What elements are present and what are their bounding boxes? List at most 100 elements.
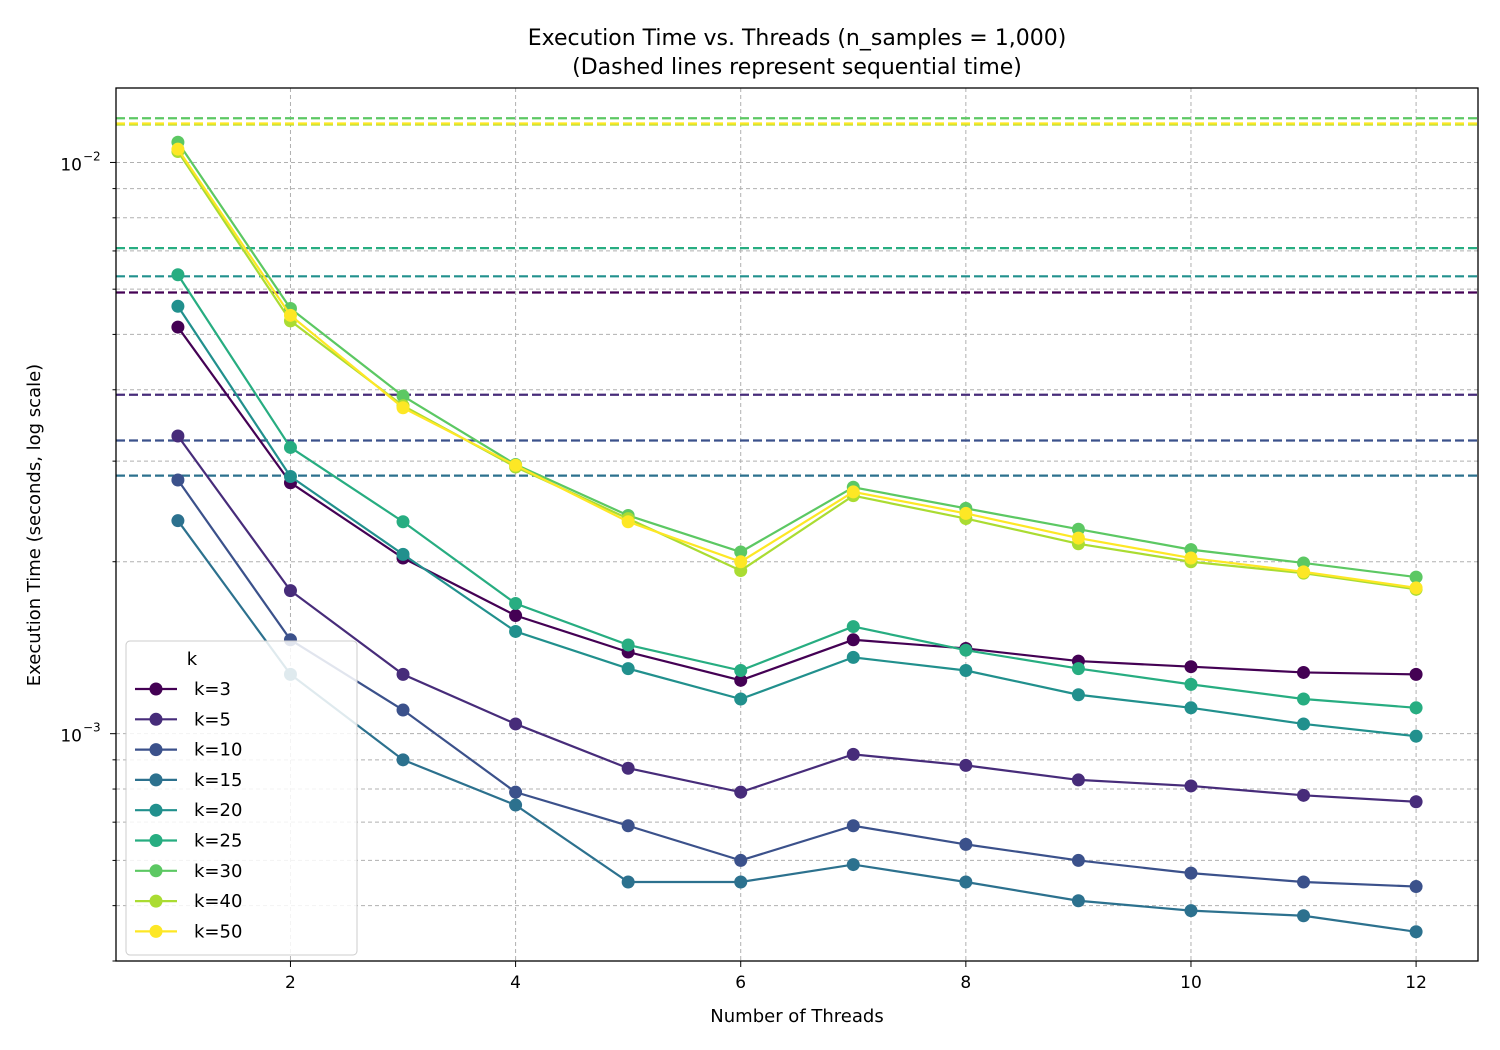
legend-marker-k=5 xyxy=(149,712,163,726)
data-point-k=25 xyxy=(171,268,185,282)
data-point-k=25 xyxy=(1184,677,1198,691)
data-point-k=10 xyxy=(734,853,748,867)
data-point-k=5 xyxy=(1071,773,1085,787)
data-point-k=10 xyxy=(171,473,185,487)
y-tick-label: 10 −3 xyxy=(60,721,100,747)
data-point-k=25 xyxy=(621,638,635,652)
data-point-k=20 xyxy=(846,650,860,664)
data-point-k=25 xyxy=(1409,701,1423,715)
data-point-k=3 xyxy=(1409,667,1423,681)
data-point-k=15 xyxy=(171,514,185,528)
data-point-k=3 xyxy=(1297,665,1311,679)
data-point-k=50 xyxy=(509,458,523,472)
series-line-k=30 xyxy=(176,141,1417,579)
data-point-k=5 xyxy=(734,785,748,799)
data-point-k=50 xyxy=(171,142,185,156)
x-tick-label: 2 xyxy=(285,973,296,993)
data-point-k=15 xyxy=(1071,894,1085,908)
data-point-k=3 xyxy=(734,673,748,687)
data-point-k=25 xyxy=(396,515,410,529)
legend-marker-k=40 xyxy=(149,894,163,908)
data-point-k=10 xyxy=(509,785,523,799)
series-line-k=10 xyxy=(177,479,1417,888)
data-point-k=15 xyxy=(509,798,523,812)
data-point-k=10 xyxy=(959,837,973,851)
data-point-k=5 xyxy=(959,758,973,772)
data-point-k=3 xyxy=(171,320,185,334)
data-point-k=5 xyxy=(283,584,297,598)
data-point-k=3 xyxy=(846,633,860,647)
legend-label: k=25 xyxy=(194,831,242,852)
data-point-k=20 xyxy=(959,664,973,678)
legend-label: k=3 xyxy=(194,679,231,700)
plot-frame xyxy=(115,87,1479,962)
y-axis-label: Execution Time (seconds, log scale) xyxy=(24,364,45,686)
chart-subtitle: (Dashed lines represent sequential time) xyxy=(572,55,1022,80)
legend-marker-k=20 xyxy=(149,803,163,817)
data-point-k=20 xyxy=(734,692,748,706)
data-point-k=10 xyxy=(1297,875,1311,889)
series-line-k=40 xyxy=(176,150,1417,591)
data-point-k=15 xyxy=(396,753,410,767)
legend-label: k=15 xyxy=(194,770,242,791)
data-point-k=20 xyxy=(171,299,185,313)
legend: k k=3 k=5 k=10 k=15 k=20 k=25 k=30 k=40 k=50 xyxy=(125,640,358,956)
data-point-k=5 xyxy=(1184,779,1198,793)
data-point-k=10 xyxy=(846,819,860,833)
data-point-k=50 xyxy=(734,555,748,569)
data-point-k=25 xyxy=(1071,662,1085,676)
series-line-k=3 xyxy=(177,326,1417,682)
data-point-k=20 xyxy=(1297,717,1311,731)
legend-label: k=50 xyxy=(194,921,242,942)
data-point-k=15 xyxy=(1297,909,1311,923)
legend-marker-k=50 xyxy=(149,924,163,938)
data-point-k=5 xyxy=(1409,795,1423,809)
x-axis-label: Number of Threads xyxy=(710,1006,883,1027)
sequential-lines-layer xyxy=(116,117,1478,477)
data-point-k=25 xyxy=(959,643,973,657)
data-point-k=20 xyxy=(1409,729,1423,743)
legend-label: k=30 xyxy=(194,861,242,882)
y-tick-base: 10 xyxy=(60,155,82,175)
y-tick-label: 10 −2 xyxy=(60,149,100,175)
data-point-k=20 xyxy=(1071,688,1085,702)
x-tick-label: 6 xyxy=(735,973,746,993)
series-line-k=20 xyxy=(176,305,1417,738)
data-point-k=10 xyxy=(621,819,635,833)
data-point-k=25 xyxy=(509,597,523,611)
data-point-k=30 xyxy=(396,389,410,403)
data-point-k=3 xyxy=(1184,660,1198,674)
legend-label: k=20 xyxy=(194,800,242,821)
x-tick-label: 10 xyxy=(1180,973,1202,993)
data-point-k=15 xyxy=(1184,904,1198,918)
data-point-k=5 xyxy=(171,429,185,443)
data-point-k=20 xyxy=(396,547,410,561)
x-tick-label: 4 xyxy=(510,973,521,993)
series-line-k=15 xyxy=(177,520,1417,933)
series-line-k=25 xyxy=(176,274,1417,709)
data-point-k=30 xyxy=(734,545,748,559)
series-line-k=5 xyxy=(177,435,1417,803)
data-point-k=15 xyxy=(1409,925,1423,939)
data-point-k=5 xyxy=(396,667,410,681)
data-point-k=5 xyxy=(846,747,860,761)
data-point-k=50 xyxy=(1297,565,1311,579)
data-point-k=20 xyxy=(509,624,523,638)
legend-title: k xyxy=(187,649,198,670)
data-point-k=15 xyxy=(621,875,635,889)
data-point-k=50 xyxy=(396,401,410,415)
data-point-k=25 xyxy=(283,440,297,454)
legend-marker-k=30 xyxy=(149,864,163,878)
data-point-k=50 xyxy=(1409,581,1423,595)
data-point-k=10 xyxy=(1184,866,1198,880)
x-tick-label: 8 xyxy=(960,973,971,993)
x-tick-label: 12 xyxy=(1405,973,1427,993)
legend-marker-k=10 xyxy=(149,743,163,757)
chart-title: Execution Time vs. Threads (n_samples = … xyxy=(528,26,1067,51)
y-tick-exponent: −2 xyxy=(83,149,101,163)
data-point-k=50 xyxy=(1071,531,1085,545)
data-point-k=25 xyxy=(734,664,748,678)
